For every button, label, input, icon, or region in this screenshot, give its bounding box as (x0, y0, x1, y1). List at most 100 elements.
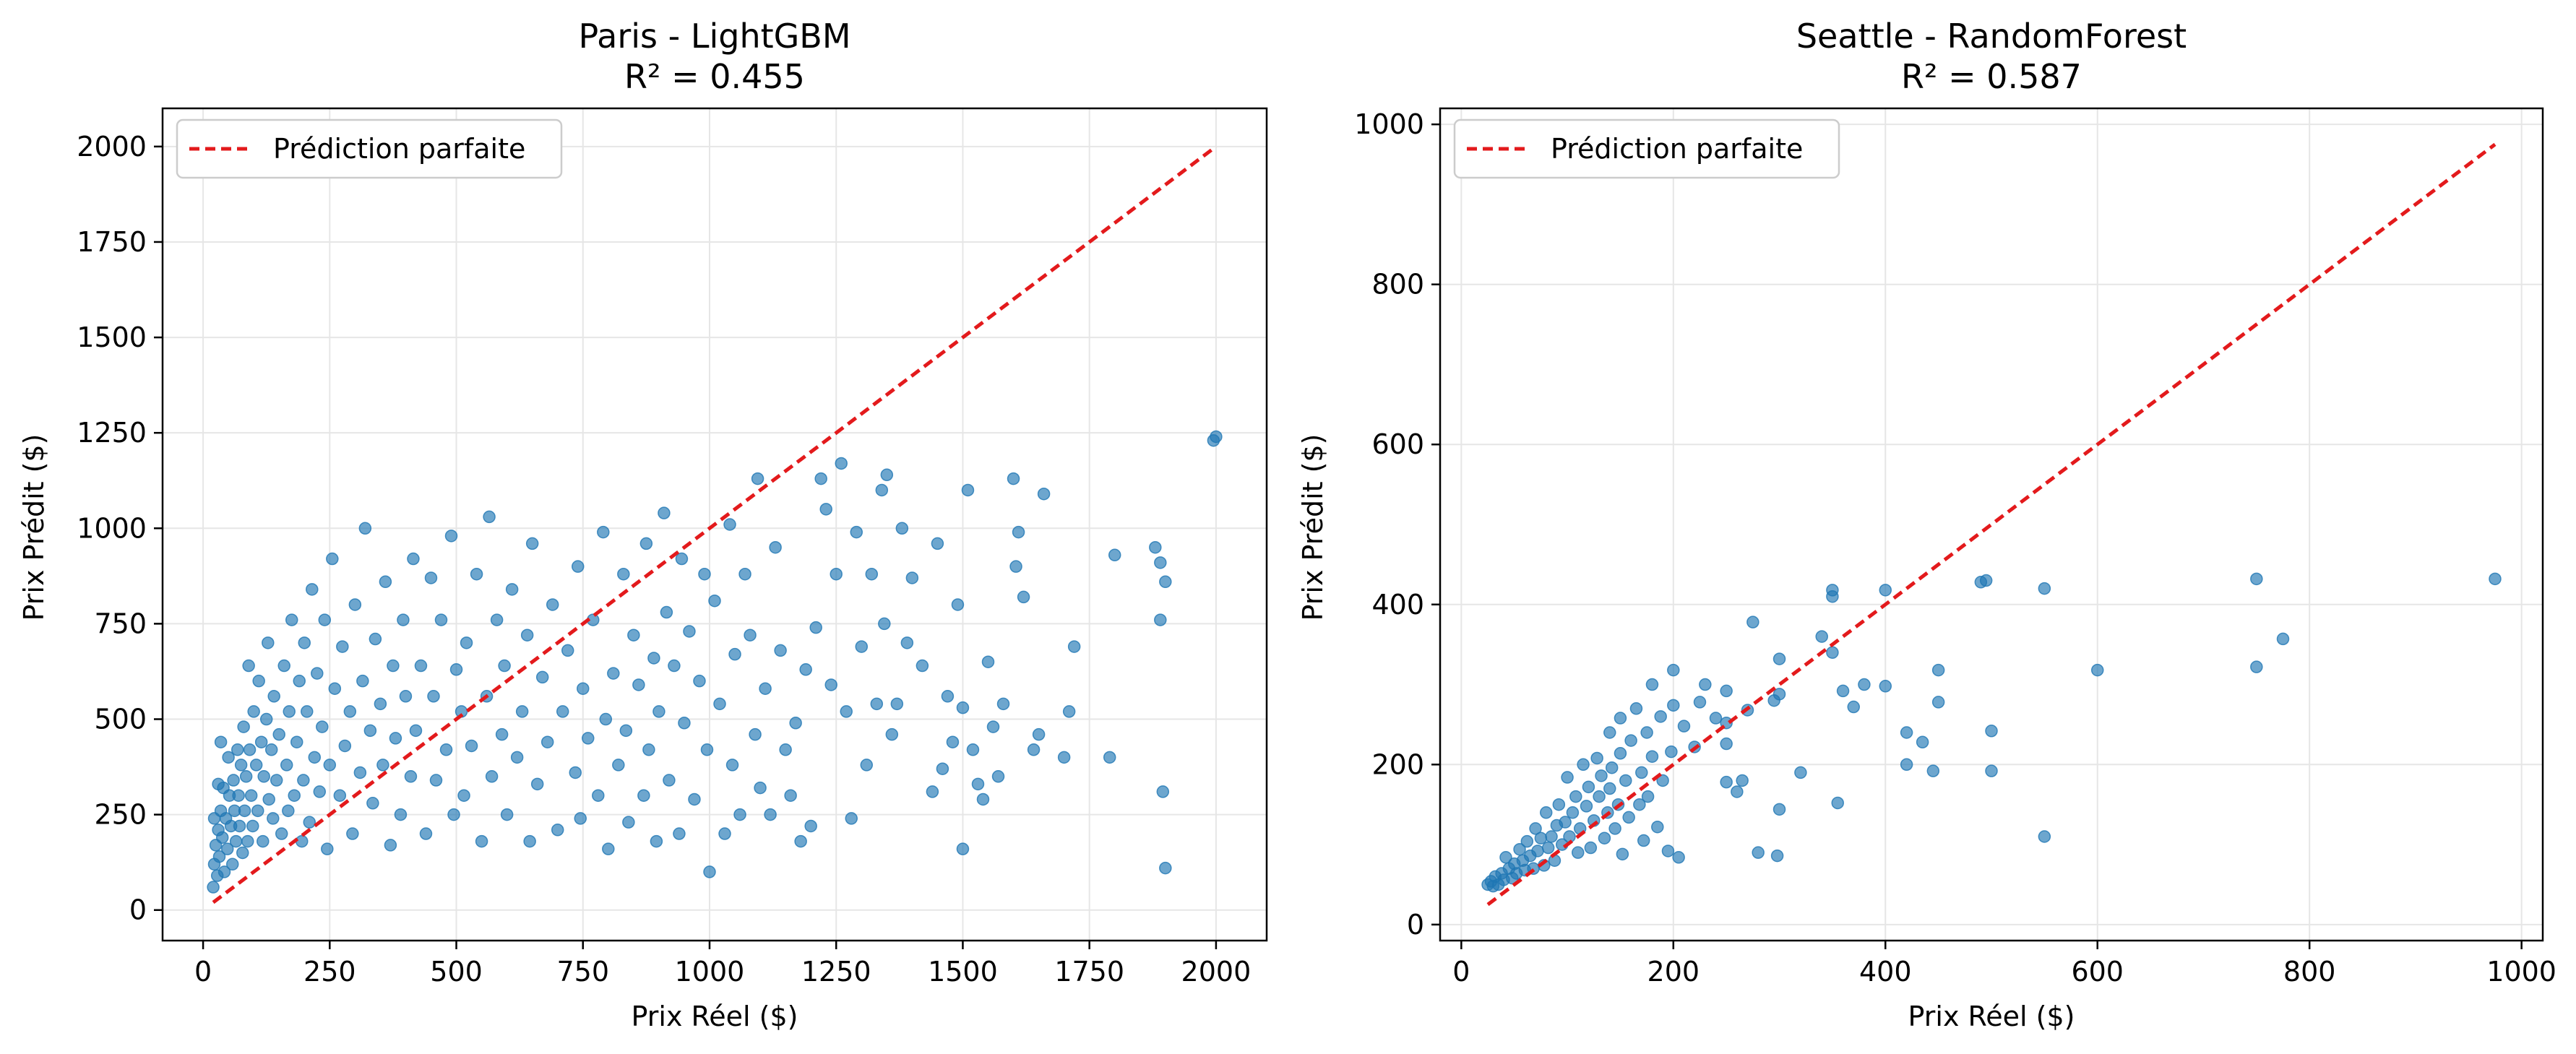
scatter-point (738, 567, 751, 581)
x-axis-label: Prix Réel ($) (1908, 1001, 2075, 1032)
scatter-point (293, 674, 306, 688)
scatter-point (627, 628, 640, 642)
scatter-point (971, 777, 985, 791)
scatter-point (733, 808, 746, 821)
scatter-point (434, 613, 448, 626)
scatter-point (1847, 700, 1860, 714)
scatter-point (236, 846, 249, 860)
scatter-point (457, 789, 470, 802)
scatter-point (449, 663, 463, 676)
scatter-point (209, 839, 223, 852)
scatter-point (1858, 678, 1871, 691)
scatter-point (318, 613, 332, 626)
legend-box (1453, 118, 1840, 179)
scatter-point (407, 552, 420, 566)
scatter-point (1027, 743, 1041, 756)
scatter-point (991, 770, 1005, 783)
grid-lines (163, 108, 1267, 941)
scatter-point (1826, 646, 1839, 659)
scatter-point (880, 468, 894, 482)
scatter-point (2038, 830, 2051, 843)
scatter-point (348, 598, 362, 611)
scatter-point (1156, 785, 1170, 798)
scatter-point (267, 812, 280, 825)
scatter-point (673, 827, 686, 840)
scatter-point (1879, 680, 1892, 693)
x-axis-label: Prix Réel ($) (632, 1001, 798, 1032)
scatter-point (427, 690, 440, 703)
x-tick-label: 750 (556, 956, 609, 988)
y-tick-label: 1500 (77, 321, 147, 353)
scatter-point (283, 705, 296, 718)
scatter-point (1640, 726, 1653, 739)
scatter-point (1654, 710, 1667, 723)
scatter-point (515, 705, 529, 718)
scatter-point (1770, 849, 1784, 863)
y-tick-label: 400 (1371, 589, 1424, 621)
scatter-point (956, 701, 970, 714)
scatter-point (850, 525, 863, 539)
scatter-point (1720, 775, 1733, 789)
scatter-point (505, 583, 519, 596)
chart-subtitle: R² = 0.587 (1901, 57, 2082, 96)
scatter-point (225, 858, 239, 871)
scatter-point (1548, 854, 1561, 867)
scatter-point (895, 522, 909, 535)
scatter-point (1709, 712, 1723, 725)
scatter-point (1577, 758, 1590, 772)
scatter-point (394, 808, 408, 821)
scatter-point (1582, 780, 1595, 794)
scatter-point (1552, 798, 1566, 811)
scatter-point (865, 567, 879, 581)
scatter-point (1656, 774, 1669, 787)
scatter-point (270, 774, 283, 787)
scatter-point (1637, 834, 1650, 847)
x-tick-label: 1000 (2486, 956, 2556, 988)
scatter-point (387, 659, 400, 673)
scatter-point (244, 789, 258, 802)
x-tick-label: 1000 (675, 956, 745, 988)
scatter-point (1541, 841, 1555, 855)
scatter-point (976, 792, 990, 806)
scatter-point (1815, 630, 1828, 643)
scatter-point (642, 743, 655, 756)
scatter-point (376, 759, 389, 772)
scatter-point (326, 552, 339, 566)
scatter-point (764, 808, 777, 821)
scatter-point (447, 808, 460, 821)
scatter-point (1534, 831, 1548, 845)
scatter-point (1633, 798, 1646, 811)
scatter-point (779, 743, 792, 756)
scatter-point (1667, 663, 1680, 677)
scatter-point (214, 735, 228, 748)
scatter-point (1103, 751, 1116, 764)
scatter-point (384, 839, 397, 852)
x-tick-label: 600 (2071, 956, 2124, 988)
y-tick-label: 750 (94, 608, 147, 639)
scatter-point (424, 571, 438, 584)
scatter-point (1012, 525, 1025, 539)
scatter-point (530, 777, 544, 791)
scatter-point (1931, 663, 1945, 677)
scatter-point (1672, 851, 1685, 864)
scatter-point (525, 537, 539, 550)
scatter-point (243, 743, 257, 756)
x-axis-ticks: 0 200 400 600 800 1000 (1452, 941, 2556, 988)
scatter-point (285, 613, 298, 626)
scatter-point (485, 770, 499, 783)
scatter-point (1661, 845, 1675, 858)
scatter-point (1159, 861, 1172, 875)
scatter-point (1826, 589, 1839, 603)
scatter-point (878, 617, 891, 631)
y-axis-ticks: 0 250 500 750 1000 1250 1500 1750 2000 (77, 131, 163, 926)
scatter-point (840, 705, 853, 718)
scatter-point (1032, 727, 1046, 741)
scatter-point (308, 751, 322, 764)
scatter-point (1529, 822, 1542, 835)
scatter-point (1916, 735, 1929, 749)
scatter-point (207, 812, 221, 825)
chart-paris: Paris - LightGBM R² = 0.455 0 250 500 750 10… (18, 17, 1268, 1032)
scatter-point (607, 667, 620, 680)
scatter-point (523, 834, 536, 848)
